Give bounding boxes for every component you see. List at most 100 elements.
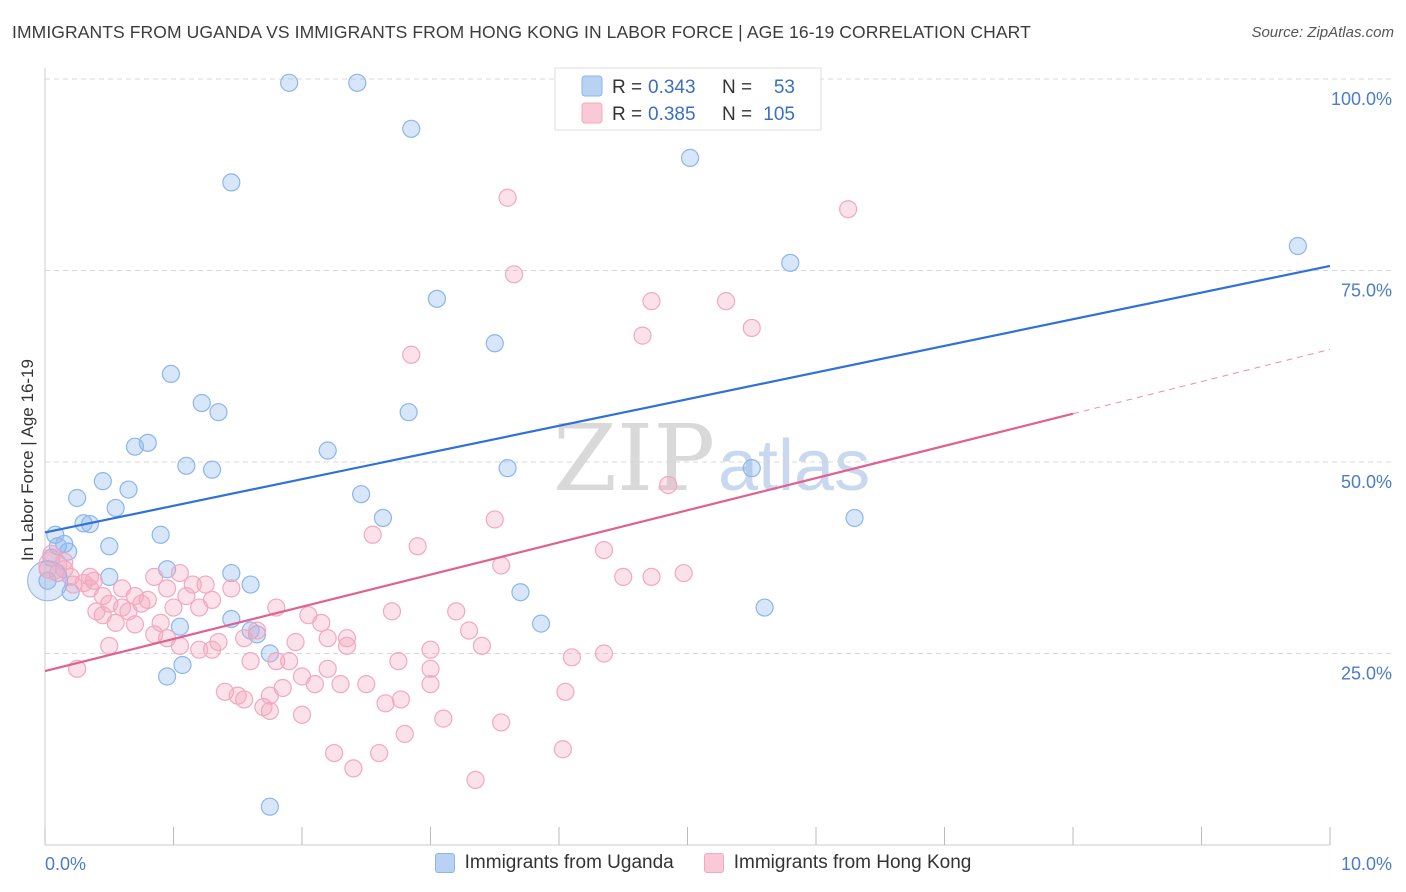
point-uganda-21 xyxy=(280,73,299,92)
point-uganda-28 xyxy=(399,403,418,422)
legend-swatch-hongkong-bottom xyxy=(703,853,724,873)
point-hongkong-86 xyxy=(421,640,440,659)
point-hongkong-58 xyxy=(408,537,427,556)
point-hongkong-68 xyxy=(498,188,517,207)
point-hongkong-92 xyxy=(659,475,678,495)
point-hongkong-99 xyxy=(421,659,440,678)
point-hongkong-54 xyxy=(370,743,389,763)
point-hongkong-16 xyxy=(125,615,145,634)
point-hongkong-103 xyxy=(337,636,357,655)
point-hongkong-64 xyxy=(472,636,491,655)
data-points xyxy=(27,73,1307,816)
point-uganda-24 xyxy=(402,119,421,138)
point-hongkong-30 xyxy=(209,632,228,652)
point-uganda-39 xyxy=(1288,236,1307,256)
point-hongkong-48 xyxy=(325,743,344,763)
point-hongkong-90 xyxy=(267,652,286,671)
point-hongkong-36 xyxy=(247,621,267,640)
point-hongkong-76 xyxy=(614,567,633,587)
point-hongkong-12 xyxy=(100,636,119,655)
point-hongkong-81 xyxy=(716,292,736,311)
point-uganda-33 xyxy=(531,614,551,633)
point-hongkong-67 xyxy=(492,713,511,732)
x-tick-label-1: 10.0% xyxy=(1341,854,1392,874)
legend-n-value-hongkong: 105 xyxy=(763,104,795,125)
point-hongkong-94 xyxy=(235,690,254,709)
legend-item-hongkong: Immigrants from Hong Kong xyxy=(703,852,971,874)
point-uganda-9 xyxy=(106,498,125,518)
y-tick-label-2: 75.0% xyxy=(1341,281,1392,301)
point-hongkong-88 xyxy=(170,563,190,583)
point-hongkong-65 xyxy=(485,510,504,529)
point-hongkong-62 xyxy=(459,621,479,640)
point-uganda-38 xyxy=(845,508,864,528)
point-uganda-15 xyxy=(202,460,222,479)
trend-line-hongkong xyxy=(44,412,1074,673)
point-hongkong-52 xyxy=(357,675,376,694)
point-uganda-22 xyxy=(348,73,367,92)
point-hongkong-47 xyxy=(318,629,337,648)
legend-n-value-uganda: 53 xyxy=(774,77,795,98)
point-hongkong-74 xyxy=(594,540,614,560)
legend-swatch-uganda-bottom xyxy=(434,853,455,873)
legend-r-label-uganda: R = xyxy=(612,77,642,98)
point-hongkong-49 xyxy=(331,675,350,694)
y-tick-label-1: 50.0% xyxy=(1341,472,1392,492)
point-hongkong-61 xyxy=(447,602,466,621)
point-hongkong-79 xyxy=(642,567,661,587)
point-hongkong-25 xyxy=(177,586,196,606)
point-hongkong-97 xyxy=(260,686,279,705)
point-hongkong-26 xyxy=(183,575,202,594)
legend-r-value-uganda: 0.343 xyxy=(648,77,696,98)
point-hongkong-28 xyxy=(196,575,215,594)
point-hongkong-70 xyxy=(402,345,421,364)
y-tick-label-3: 100.0% xyxy=(1331,89,1392,109)
point-hongkong-23 xyxy=(164,598,183,617)
point-hongkong-51 xyxy=(344,759,363,778)
point-hongkong-35 xyxy=(241,652,260,671)
point-uganda-8 xyxy=(100,537,119,556)
point-hongkong-91 xyxy=(318,659,337,678)
point-uganda-14 xyxy=(192,393,211,413)
point-hongkong-21 xyxy=(151,613,170,632)
trend-line-dashed-hongkong xyxy=(1072,348,1331,415)
point-uganda-23 xyxy=(222,173,241,192)
watermark-zip: ZIP xyxy=(553,405,715,512)
point-uganda-41 xyxy=(157,667,177,686)
point-hongkong-73 xyxy=(562,648,581,667)
point-hongkong-102 xyxy=(190,640,209,659)
point-uganda-13 xyxy=(177,456,196,475)
point-uganda-43 xyxy=(241,575,260,594)
point-hongkong-38 xyxy=(260,701,279,721)
point-uganda-32 xyxy=(511,583,530,602)
point-hongkong-32 xyxy=(222,579,241,598)
point-uganda-29 xyxy=(427,289,447,308)
point-hongkong-89 xyxy=(202,590,222,609)
point-hongkong-60 xyxy=(434,709,453,728)
chart-title: IMMIGRANTS FROM UGANDA VS IMMIGRANTS FRO… xyxy=(12,22,1031,42)
legend-n-label-uganda: N = xyxy=(722,77,752,98)
legend-item-uganda: Immigrants from Uganda xyxy=(434,852,674,874)
point-hongkong-57 xyxy=(395,724,414,744)
point-hongkong-101 xyxy=(125,586,145,606)
watermark-atlas: atlas xyxy=(718,426,870,506)
legend-label-uganda: Immigrants from Uganda xyxy=(464,852,674,873)
point-uganda-17 xyxy=(222,563,241,583)
point-hongkong-19 xyxy=(145,567,164,587)
bottom-legend: Immigrants from Uganda Immigrants from H… xyxy=(0,852,1406,874)
point-hongkong-80 xyxy=(674,563,693,583)
point-uganda-16 xyxy=(209,403,228,422)
trend-lines xyxy=(44,264,1331,673)
point-hongkong-75 xyxy=(594,644,614,663)
point-hongkong-83 xyxy=(839,200,858,219)
point-hongkong-50 xyxy=(337,629,357,648)
point-uganda-42 xyxy=(173,655,192,675)
point-uganda-11 xyxy=(151,525,170,544)
y-axis-title: In Labor Force | Age 16-19 xyxy=(18,359,37,561)
point-uganda-30 xyxy=(485,334,504,353)
point-hongkong-53 xyxy=(363,525,382,544)
point-hongkong-46 xyxy=(312,613,331,632)
point-hongkong-104 xyxy=(93,606,112,625)
point-hongkong-55 xyxy=(382,602,402,621)
